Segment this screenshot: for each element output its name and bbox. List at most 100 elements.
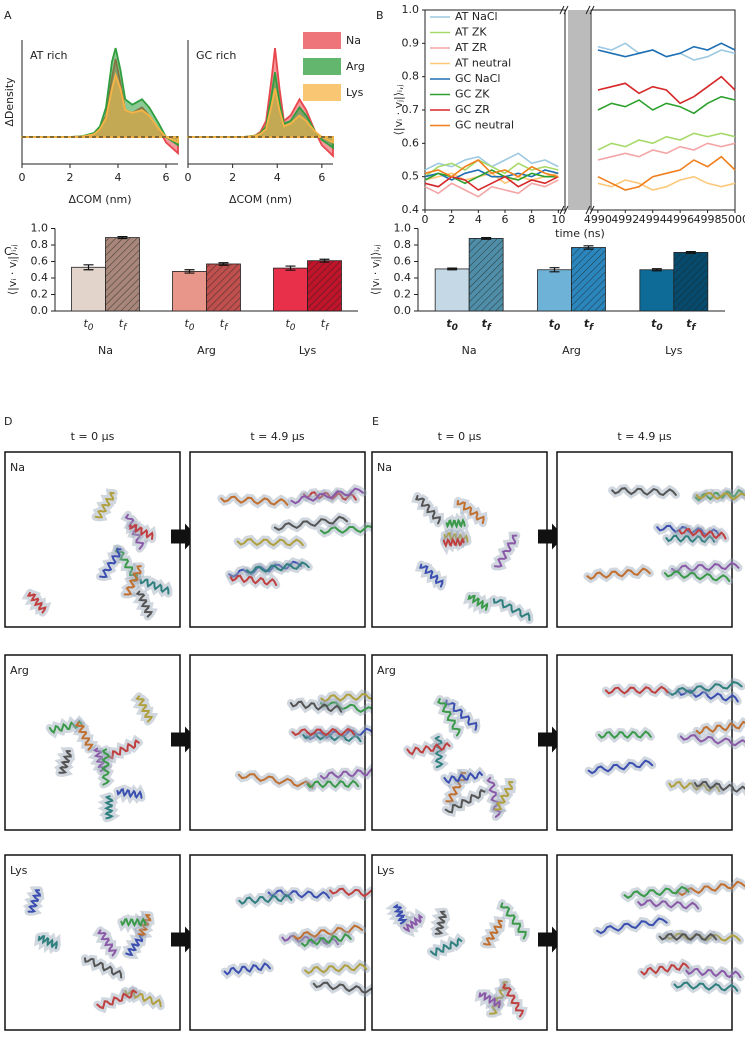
y-tick-label: 0.4: [31, 271, 49, 284]
dna-strand: [429, 937, 463, 957]
x-tick-label: 0: [185, 171, 192, 184]
error-bar: [218, 262, 229, 266]
dna-strand: [418, 563, 444, 588]
bar-label-base: t: [482, 317, 488, 330]
dna-strand: [238, 893, 293, 905]
bar-hatch: [206, 263, 241, 311]
break-mark: [559, 205, 569, 215]
x-tick-label: 2: [448, 213, 455, 226]
dna-strand: [665, 534, 716, 544]
x-tick-label: 4994: [639, 213, 667, 226]
x-tick-label: 4990: [584, 213, 612, 226]
x-tick-label: 4: [115, 171, 122, 184]
y-axis-label: ⟨|vᵢ · vⱼ|⟩ᵢ,ⱼ: [392, 85, 405, 136]
legend-label: GC neutral: [455, 119, 514, 132]
category-label: Na: [462, 344, 477, 357]
panel-letter: C: [4, 245, 12, 258]
bar-label: t0: [651, 317, 663, 333]
series-line: [597, 75, 736, 105]
snapshot-frame: [371, 451, 548, 628]
dna-strand: [101, 748, 111, 786]
bar-label-sub: 0: [656, 323, 662, 333]
dna-strand: [139, 578, 170, 595]
error-bar: [651, 268, 662, 272]
dna-strand: [640, 962, 690, 976]
y-tick-label: 0.4: [402, 203, 420, 216]
dna-strand: [99, 548, 122, 579]
x-tick-label: 4998: [694, 213, 722, 226]
dna-strand: [406, 742, 451, 756]
bar-label: t0: [184, 317, 194, 333]
axis-break-band: [568, 10, 590, 210]
dna-strand: [663, 570, 731, 582]
x-tick-label: 4996: [666, 213, 694, 226]
dna-strand: [291, 727, 356, 737]
bar-label-sub: f: [325, 323, 330, 333]
x-tick-label: 4: [475, 213, 482, 226]
x-tick-label: 0: [422, 213, 429, 226]
y-tick-label: 1.0: [394, 222, 412, 235]
plot-frame: [590, 9, 736, 211]
dna-strand: [246, 561, 310, 575]
bar-label: t0: [549, 317, 561, 333]
dna-strand: [679, 734, 745, 747]
dna-strand: [493, 534, 518, 568]
bar-hatch: [307, 260, 342, 311]
dna-strand: [48, 719, 83, 734]
dna-strand: [436, 698, 461, 737]
error-bar: [583, 245, 594, 250]
x-tick-label: 5000: [721, 213, 745, 226]
series-line: [597, 132, 736, 151]
time-label: t = 4.9 μs: [250, 430, 305, 443]
dna-strand: [137, 913, 152, 936]
dna-strand: [293, 924, 364, 941]
time-label: t = 0 μs: [438, 430, 482, 443]
panel-letter: A: [4, 9, 12, 22]
bar-label-base: t: [584, 317, 590, 330]
bar-label-sub: 0: [189, 323, 195, 333]
dna-strand: [445, 517, 466, 529]
dna-strand: [96, 929, 118, 957]
bar-label: tf: [119, 317, 128, 333]
row-label: Na: [10, 461, 25, 474]
legend-label: AT NaCl: [455, 10, 498, 23]
break-mark: [559, 5, 569, 15]
series-line: [424, 159, 559, 178]
break-mark: [585, 205, 595, 215]
bar-label-sub: f: [487, 323, 492, 333]
series-line: [424, 169, 559, 185]
dna-strand: [312, 981, 380, 995]
bar-label: t0: [446, 317, 458, 333]
dna-strand: [236, 538, 304, 547]
dna-strand: [501, 983, 525, 1018]
dna-strand: [611, 487, 677, 497]
dna-strand: [114, 547, 139, 583]
snapshot-frame: [4, 654, 181, 831]
dna-strand: [677, 880, 745, 897]
dna-strand: [304, 962, 368, 975]
dna-strand: [96, 989, 138, 1010]
legend-label: AT neutral: [455, 57, 511, 70]
bar-label-sub: f: [224, 323, 229, 333]
legend-label: Lys: [346, 86, 364, 99]
series-line: [597, 175, 736, 191]
dna-strand: [637, 899, 700, 910]
x-tick-label: 6: [318, 171, 325, 184]
bar-label-sub: 0: [88, 323, 94, 333]
error-bar: [319, 258, 330, 263]
snapshot-frame: [556, 854, 733, 1031]
bar-hatch: [673, 252, 708, 311]
series-line: [424, 175, 559, 191]
error-bar: [285, 265, 296, 271]
dna-strand: [123, 565, 142, 596]
dna-strand: [58, 750, 72, 774]
dna-strand: [104, 795, 114, 820]
dna-strand: [604, 685, 669, 695]
dna-strand: [290, 487, 364, 505]
dna-strand: [677, 689, 739, 703]
category-label: Arg: [562, 344, 581, 357]
bar-label-base: t: [285, 317, 290, 330]
x-axis-label: time (ns): [555, 227, 605, 240]
x-axis-label: ΔCOM (nm): [229, 193, 292, 206]
bar: [172, 270, 207, 312]
